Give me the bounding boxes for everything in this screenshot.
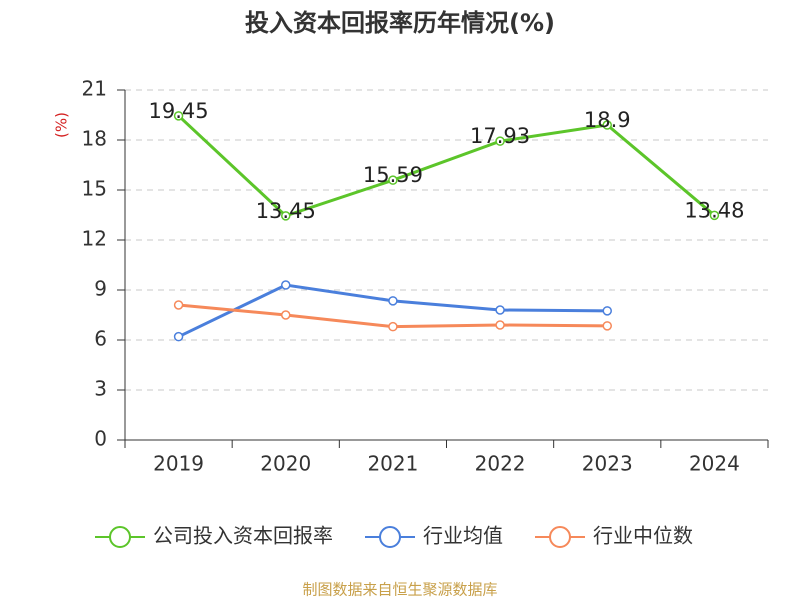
x-tick-label: 2021: [367, 452, 418, 476]
data-label: 15.59: [363, 163, 423, 187]
data-label: 17.93: [470, 124, 530, 148]
data-label: 18.9: [584, 108, 631, 132]
legend-marker: [109, 526, 131, 548]
data-label: 19.45: [149, 99, 209, 123]
point: [281, 211, 291, 221]
chart-title: 投入资本回报率历年情况(%): [245, 9, 555, 37]
legend-label: 行业中位数: [593, 524, 693, 548]
point: [602, 321, 612, 331]
x-tick-label: 2024: [689, 452, 740, 476]
y-axis-label: (%): [53, 112, 71, 138]
y-tick-label: 21: [82, 77, 107, 101]
x-tick-label: 2020: [260, 452, 311, 476]
legend-marker: [549, 526, 571, 548]
legend-marker: [379, 526, 401, 548]
y-tick-label: 18: [82, 127, 107, 151]
data-label: 13.48: [684, 198, 744, 222]
point: [709, 210, 720, 221]
point: [173, 331, 184, 342]
y-tick-label: 15: [82, 177, 107, 201]
point: [281, 310, 291, 320]
y-tick-label: 6: [94, 327, 107, 351]
y-tick-label: 9: [94, 277, 107, 301]
data-label: 13.45: [256, 199, 316, 223]
y-tick-label: 3: [94, 377, 107, 401]
legend-label: 公司投入资本回报率: [153, 524, 333, 548]
point: [281, 280, 291, 290]
point: [602, 306, 612, 316]
x-tick-label: 2023: [582, 452, 633, 476]
point: [173, 300, 184, 310]
point: [495, 136, 505, 146]
series-line: [177, 114, 716, 218]
x-tick-label: 2022: [475, 452, 526, 476]
point: [495, 320, 505, 330]
point: [173, 111, 184, 121]
x-tick-label: 2019: [153, 452, 204, 476]
legend-label: 行业均值: [423, 524, 503, 548]
point: [495, 305, 505, 315]
point: [388, 321, 398, 332]
y-tick-label: 0: [94, 427, 107, 451]
source-note: 制图数据来自恒生聚源数据库: [302, 581, 497, 599]
y-tick-label: 12: [82, 227, 107, 251]
point: [388, 296, 398, 306]
point: [602, 120, 612, 130]
point: [388, 175, 398, 185]
